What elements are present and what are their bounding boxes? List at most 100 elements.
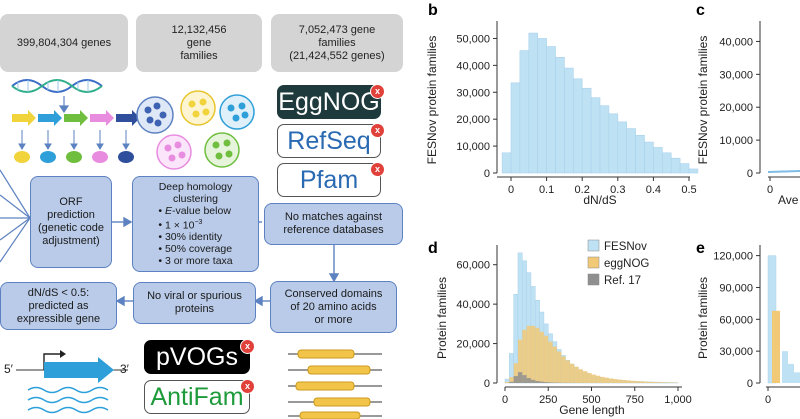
no-viral-line2: proteins (174, 303, 215, 315)
pvogs-database-box: pVOGs (144, 340, 250, 374)
no-matches-line2: reference databases (283, 224, 384, 236)
gene-length-bar-ref-17 (522, 375, 527, 383)
gene-length-bar-eggnog (548, 341, 553, 383)
dnds-histogram-bar (519, 50, 530, 174)
panel-b-y-tick-label: 0 (484, 168, 490, 180)
panel-e-label: e (696, 240, 705, 257)
dna-helix-icon (11, 79, 103, 93)
gene-length-bar-eggnog (517, 339, 523, 383)
five-prime-label: 5′ (4, 362, 13, 376)
gene-length-bar-eggnog (509, 377, 514, 383)
panel-c-y-tick-label: 20,000 (719, 102, 753, 114)
panel-c-y-tick-label: 40,000 (719, 36, 753, 48)
gene-length-bar-eggnog (505, 382, 510, 383)
expressed-gene-icon (16, 350, 128, 414)
panel-e-y-tick-label: 60,000 (719, 314, 753, 326)
panel-c-x-axis-title: Ave (778, 193, 799, 207)
panel-b-x-tick-label: 0.2 (575, 184, 590, 196)
legend-swatch-0 (587, 239, 600, 252)
no-matches-line1: No matches against (284, 211, 383, 223)
gene-length-bar-eggnog (660, 382, 666, 383)
helix-arrows (58, 96, 70, 114)
refseq-excluded-icon: x (370, 123, 385, 138)
gene-length-bar-eggnog (587, 372, 592, 383)
gene-length-bar-eggnog (608, 378, 614, 383)
refseq-database-box: RefSeq (277, 124, 381, 158)
gene-length-bar-eggnog (526, 325, 531, 383)
panel-d-x-tick-label: 0 (502, 394, 508, 406)
gene-length-bar-eggnog (582, 371, 588, 383)
three-prime-label: 3′ (120, 362, 129, 376)
gene-length-bar-ref-17 (530, 379, 536, 383)
eggnog-database-box: EggNOG (277, 85, 381, 119)
gene-length-bar-eggnog (669, 382, 674, 383)
gene-length-bar-eggnog (639, 381, 644, 383)
homology-criteria-list: E-value below 1 × 10−3 30% identity 50% … (158, 205, 233, 268)
dnds-histogram-bar (608, 113, 619, 174)
gene-length-bar-ref-17 (509, 381, 514, 383)
gene-length-bar-ref-17 (526, 378, 531, 383)
dnds-histogram-bar (510, 82, 521, 174)
legend-label-0: FESNov (604, 241, 647, 253)
criterion-evalue: E-value below (158, 205, 232, 217)
dnds-histogram-bar (590, 97, 601, 174)
dnds-histogram-bar (679, 163, 690, 174)
orf-line3: (genetic code (37, 222, 105, 234)
cluster-circle-icons (136, 90, 255, 170)
panel-d-y-axis-title: Protein families (435, 277, 449, 359)
panel-d-x-tick-label: 1,000 (664, 394, 692, 406)
dnds-box: dN/dS < 0.5: predicted as expressible ge… (0, 282, 117, 330)
panel-c-x-tick-label: 0 (767, 184, 773, 196)
gene-length-bar-eggnog (569, 363, 575, 383)
panel-e-y-axis-title: Protein families (696, 277, 710, 359)
pfam-label: Pfam (299, 165, 359, 194)
criterion-identity: 30% identity (158, 231, 232, 243)
conserved-line3: or more (314, 313, 353, 326)
dnds-histogram-bar (599, 105, 610, 174)
conserved-line1: Conserved domains (284, 287, 383, 300)
gene-length-bar-eggnog (561, 356, 566, 383)
gene-length-bar-eggnog (513, 363, 518, 383)
panel-e-y-tick-label: 120,000 (713, 251, 753, 263)
gene-length-bar-eggnog (556, 351, 562, 383)
orf-prediction-box: ORF prediction (genetic code adjustment) (30, 176, 112, 268)
orf-line1: ORF (59, 196, 83, 208)
panel-c-y-tick-label: 0 (747, 168, 753, 180)
dnds-histogram-bar (546, 46, 556, 174)
family-count-line2: families (318, 36, 356, 49)
panel-c-y-axis-title: FESNov protein families (696, 36, 710, 165)
gene-length-bar-ref-17 (539, 381, 544, 383)
dnds-histogram-bar (653, 147, 663, 174)
gene-length-bar-eggnog (665, 382, 670, 383)
gene-count-text: 399,804,304 genes (16, 36, 112, 49)
no-viral-line1: No viral or spurious (147, 290, 242, 302)
gene-length-bar-eggnog (574, 366, 579, 383)
pipeline-graphics (0, 79, 382, 419)
legend-swatch-1 (587, 256, 600, 269)
panel-d-x-tick-label: 500 (582, 394, 600, 406)
dnds-line1: dN/dS < 0.5: (27, 286, 90, 299)
dnds-histogram-bar (661, 152, 672, 174)
dnds-histogram-bar (555, 56, 565, 174)
gene-length-bar-eggnog (595, 375, 601, 383)
gene-down-arrows (18, 130, 130, 150)
antifam-excluded-icon: x (240, 379, 255, 394)
refseq-label: RefSeq (287, 126, 371, 155)
gene-length-bar-eggnog (552, 346, 557, 383)
panel-c-y-tick-label: 10,000 (719, 135, 753, 147)
gene-length-bar-eggnog (565, 360, 570, 383)
panel-b-y-tick-label: 40,000 (456, 60, 490, 72)
eggnog-excluded-icon: x (370, 84, 385, 99)
gene-length-bar-eggnog (578, 369, 583, 383)
panel-b-y-tick-label: 30,000 (456, 87, 490, 99)
gene-length-bar-eggnog (543, 335, 549, 383)
panel-c-y-tick-label: 30,000 (719, 69, 753, 81)
gene-length-bar-ref-17 (513, 376, 518, 383)
legend-label-2: Ref. 17 (604, 275, 641, 287)
panel-b-y-tick-label: 50,000 (456, 33, 490, 45)
legend-swatch-2 (587, 273, 600, 286)
panel-d-x-tick-label: 750 (626, 394, 644, 406)
dnds-histogram-bar (670, 157, 681, 174)
panel-b-y-axis-title: FESNov protein families (425, 36, 439, 165)
